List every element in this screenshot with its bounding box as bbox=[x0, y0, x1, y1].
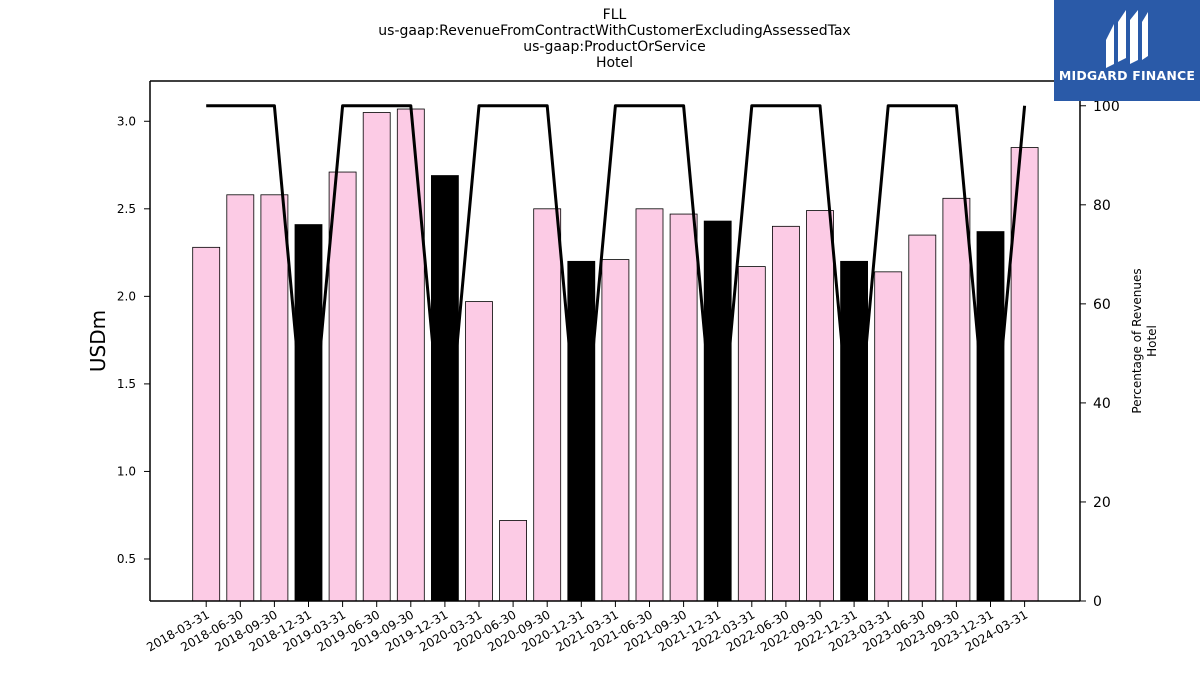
logo-icon bbox=[1106, 10, 1148, 68]
bar-2018-06-30 bbox=[226, 194, 255, 602]
logo-text: MIDGARD FINANCE bbox=[1058, 68, 1196, 83]
bar-2021-03-31 bbox=[601, 259, 630, 602]
bar-2018-09-30 bbox=[260, 194, 289, 602]
ytick-label-2.5: 2.5 bbox=[117, 202, 136, 216]
y-axis-right-label-line2: Hotel bbox=[1145, 325, 1159, 357]
ytick-label-2.0: 2.0 bbox=[117, 289, 136, 303]
title-concept: us-gaap:RevenueFromContractWithCustomerE… bbox=[378, 23, 851, 39]
ytick-label-0.5: 0.5 bbox=[117, 552, 136, 566]
bar-2019-06-30 bbox=[362, 112, 391, 602]
bar-2021-09-30 bbox=[669, 213, 698, 602]
percentage-line bbox=[206, 104, 1027, 479]
ytick-label-1.0: 1.0 bbox=[117, 464, 136, 478]
bar-2022-03-31 bbox=[737, 266, 766, 602]
bar-2020-12-31 bbox=[567, 260, 596, 602]
bar-2023-06-30 bbox=[908, 234, 937, 602]
y-axis-label: USDm bbox=[86, 310, 110, 372]
bar-2020-09-30 bbox=[533, 208, 562, 602]
ytick-right-label-40: 40 bbox=[1093, 396, 1111, 412]
bar-2020-06-30 bbox=[499, 520, 528, 602]
bar-2021-06-30 bbox=[635, 208, 664, 602]
title-member: Hotel bbox=[595, 55, 634, 71]
bar-2022-12-31 bbox=[840, 260, 868, 602]
title-ticker: FLL bbox=[602, 7, 627, 23]
bar-2019-09-30 bbox=[396, 108, 425, 602]
logo: MIDGARD FINANCE bbox=[1054, 0, 1200, 101]
bar-2024-03-31 bbox=[1010, 147, 1039, 602]
ytick-right-label-0: 0 bbox=[1093, 594, 1102, 610]
bar-2023-09-30 bbox=[942, 197, 971, 602]
bar-2018-12-31 bbox=[294, 224, 323, 602]
ytick-right-label-100: 100 bbox=[1093, 99, 1120, 115]
bar-2022-09-30 bbox=[806, 210, 834, 602]
ytick-right-label-60: 60 bbox=[1093, 297, 1111, 313]
bar-2018-03-31 bbox=[192, 246, 221, 602]
bar-2021-12-31 bbox=[703, 220, 732, 602]
ytick-right-label-80: 80 bbox=[1093, 198, 1111, 214]
title-axis: us-gaap:ProductOrService bbox=[523, 39, 706, 55]
ytick-label-3.0: 3.0 bbox=[117, 114, 136, 128]
ytick-label-1.5: 1.5 bbox=[117, 377, 136, 391]
bar-2022-06-30 bbox=[772, 225, 800, 602]
y-axis-right-label-line1: Percentage of Revenues bbox=[1130, 268, 1144, 413]
bar-2019-03-31 bbox=[328, 171, 357, 602]
ytick-right-label-20: 20 bbox=[1093, 495, 1111, 511]
bar-2023-03-31 bbox=[874, 271, 903, 602]
bar-2020-03-31 bbox=[465, 301, 493, 602]
bar-2023-12-31 bbox=[976, 231, 1005, 602]
